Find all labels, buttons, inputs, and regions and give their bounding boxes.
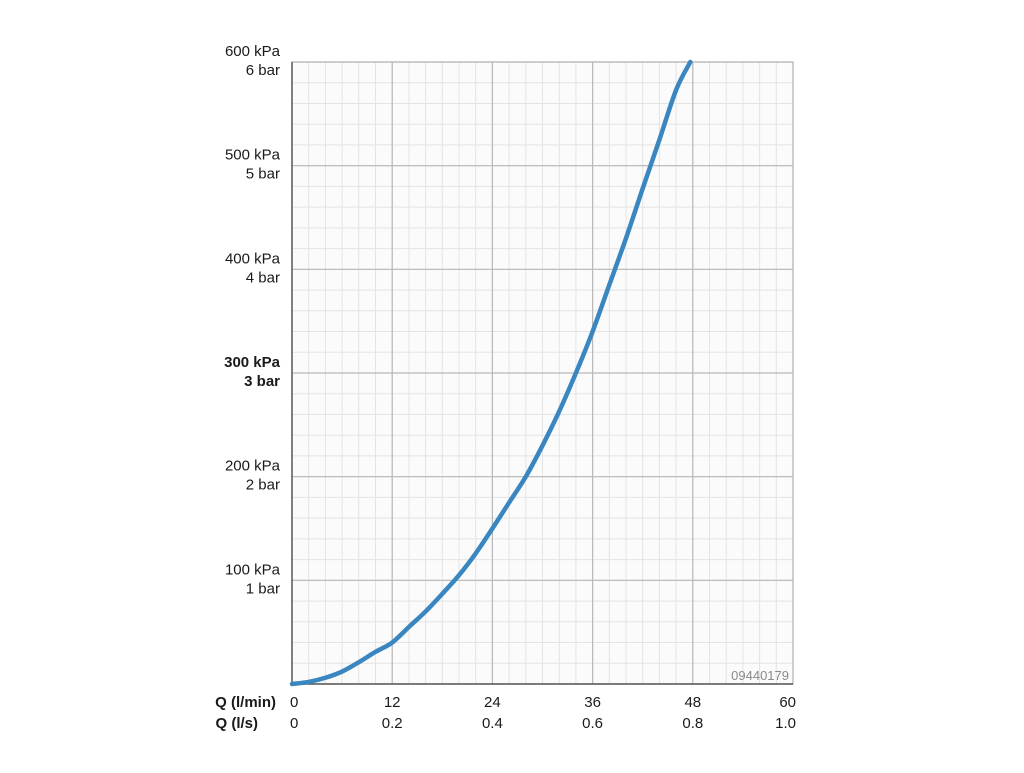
x-tick-label-ls: 0.2	[382, 715, 403, 732]
x-tick-label-lmin: 36	[584, 694, 601, 711]
y-tick-label-kpa: 200 kPa	[225, 458, 281, 475]
y-tick-label-kpa: 300 kPa	[224, 354, 281, 371]
y-tick-label-bar: 3 bar	[244, 373, 280, 390]
y-tick-label-bar: 1 bar	[246, 580, 280, 597]
x-axis-title-ls: Q (l/s)	[215, 715, 258, 732]
y-tick-label-bar: 2 bar	[246, 477, 280, 494]
x-tick-label-ls: 0	[290, 715, 298, 732]
x-tick-label-ls: 0.6	[582, 715, 603, 732]
x-axis-labels: Q (l/min) Q (l/s) 0 0 12 0.2 24 0.4 36 0.6 48 0.8 60…	[215, 694, 796, 732]
y-axis-labels: 100 kPa 1 bar 200 kPa 2 bar 300 kPa 3 bar 400 …	[224, 43, 281, 597]
x-tick-label-lmin: 0	[290, 694, 298, 711]
y-tick-label-kpa: 100 kPa	[225, 561, 281, 578]
x-tick-label-ls: 0.4	[482, 715, 503, 732]
y-tick-label-bar: 4 bar	[246, 269, 280, 286]
x-axis-title-lmin: Q (l/min)	[215, 694, 276, 711]
y-tick-label-bar: 6 bar	[246, 62, 280, 79]
x-tick-label-ls: 0.8	[682, 715, 703, 732]
y-tick-label-kpa: 500 kPa	[225, 147, 281, 164]
image-code-label: 09440179	[731, 668, 789, 683]
x-tick-label-lmin: 60	[779, 694, 796, 711]
y-tick-label-bar: 5 bar	[246, 166, 280, 183]
x-tick-label-ls: 1.0	[775, 715, 796, 732]
x-tick-label-lmin: 12	[384, 694, 401, 711]
x-tick-label-lmin: 24	[484, 694, 501, 711]
y-tick-label-kpa: 600 kPa	[225, 43, 281, 60]
x-tick-label-lmin: 48	[684, 694, 701, 711]
y-tick-label-kpa: 400 kPa	[225, 250, 281, 267]
